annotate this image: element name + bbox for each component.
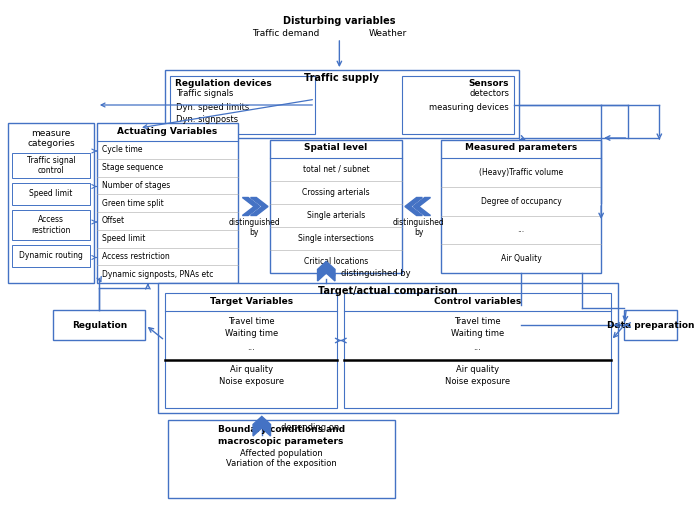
Text: Weather: Weather (369, 29, 407, 39)
Text: Dynamic signposts, PNAs etc: Dynamic signposts, PNAs etc (102, 270, 214, 278)
Text: detectors: detectors (469, 89, 509, 99)
Text: Target/actual comparison: Target/actual comparison (318, 286, 458, 296)
Polygon shape (251, 198, 268, 215)
Text: distinguished: distinguished (228, 218, 280, 227)
Polygon shape (413, 198, 430, 215)
Text: Stage sequence: Stage sequence (102, 163, 163, 172)
Text: by: by (249, 228, 259, 237)
Bar (344, 293, 611, 408)
Text: Access restriction: Access restriction (102, 252, 169, 261)
Text: Regulation devices: Regulation devices (174, 79, 272, 87)
Text: depending on: depending on (281, 424, 340, 432)
Bar (12, 153, 90, 178)
Text: Dyn. signposts: Dyn. signposts (176, 115, 239, 124)
Text: Travel time: Travel time (454, 316, 500, 326)
Bar (158, 283, 617, 413)
Polygon shape (318, 267, 335, 281)
Text: measure: measure (32, 129, 71, 138)
Bar (402, 76, 514, 134)
Polygon shape (242, 198, 260, 215)
Text: Crossing arterials: Crossing arterials (302, 188, 370, 197)
Bar (12, 183, 90, 205)
Text: Critical locations: Critical locations (304, 257, 368, 266)
Text: Air quality: Air quality (230, 365, 273, 374)
Text: Green time split: Green time split (102, 199, 164, 208)
Bar (12, 210, 90, 240)
Text: Travel time: Travel time (228, 316, 274, 326)
Text: Cycle time: Cycle time (102, 145, 142, 154)
Text: Waiting time: Waiting time (451, 330, 504, 338)
Text: Data preparation: Data preparation (607, 321, 694, 330)
Text: Affected population: Affected population (240, 450, 323, 459)
Text: Speed limit: Speed limit (29, 189, 73, 199)
Polygon shape (318, 262, 335, 275)
Text: Dynamic routing: Dynamic routing (19, 251, 83, 261)
Text: Sensors: Sensors (468, 79, 509, 87)
Text: ...: ... (474, 342, 482, 352)
Text: Speed limit: Speed limit (102, 234, 145, 243)
Text: by: by (414, 228, 424, 237)
Text: Boundary conditions and: Boundary conditions and (218, 426, 344, 434)
Text: Traffic supply: Traffic supply (304, 73, 379, 83)
Polygon shape (253, 422, 270, 436)
Bar (97, 123, 237, 283)
Bar (169, 76, 315, 134)
Bar (168, 420, 395, 498)
Text: Single intersections: Single intersections (298, 234, 374, 243)
Text: ...: ... (517, 226, 525, 234)
Bar (270, 140, 402, 273)
Text: Regulation: Regulation (72, 321, 127, 330)
Text: Traffic demand: Traffic demand (252, 29, 320, 39)
Text: Access
restriction: Access restriction (32, 215, 71, 235)
Text: Air quality: Air quality (456, 365, 499, 374)
Bar (164, 293, 337, 408)
Text: distinguished by: distinguished by (341, 269, 410, 277)
Text: Air Quality: Air Quality (500, 254, 542, 263)
Text: Disturbing variables: Disturbing variables (283, 16, 395, 26)
Text: ...: ... (247, 342, 255, 352)
Text: distinguished: distinguished (393, 218, 444, 227)
Bar (12, 245, 90, 267)
Text: Spatial level: Spatial level (304, 143, 368, 152)
Text: categories: categories (27, 139, 75, 147)
Text: Single arterials: Single arterials (307, 211, 365, 220)
Bar (8, 123, 94, 283)
Text: Variation of the exposition: Variation of the exposition (226, 460, 337, 468)
Text: macroscopic parameters: macroscopic parameters (218, 437, 344, 447)
Text: Measured parameters: Measured parameters (465, 143, 578, 152)
Text: Dyn. speed limits: Dyn. speed limits (176, 103, 250, 111)
Text: Noise exposure: Noise exposure (445, 377, 510, 387)
Text: Target Variables: Target Variables (209, 297, 293, 305)
Text: Traffic signals: Traffic signals (176, 89, 234, 99)
Bar (441, 140, 601, 273)
Text: Traffic signal
control: Traffic signal control (27, 156, 76, 175)
Text: (Heavy)Traffic volume: (Heavy)Traffic volume (479, 168, 564, 177)
Polygon shape (405, 198, 422, 215)
Text: Actuating Variables: Actuating Variables (117, 126, 218, 136)
Text: Number of stages: Number of stages (102, 181, 170, 190)
Text: Noise exposure: Noise exposure (218, 377, 284, 387)
Bar (164, 70, 519, 138)
Bar (53, 310, 146, 340)
Text: Offset: Offset (102, 216, 125, 226)
Text: total net / subnet: total net / subnet (302, 165, 370, 174)
Text: measuring devices: measuring devices (429, 103, 509, 111)
Bar (624, 310, 677, 340)
Text: Degree of occupancy: Degree of occupancy (481, 197, 561, 206)
Polygon shape (253, 417, 270, 430)
Text: Waiting time: Waiting time (225, 330, 278, 338)
Text: Control variables: Control variables (434, 297, 522, 305)
